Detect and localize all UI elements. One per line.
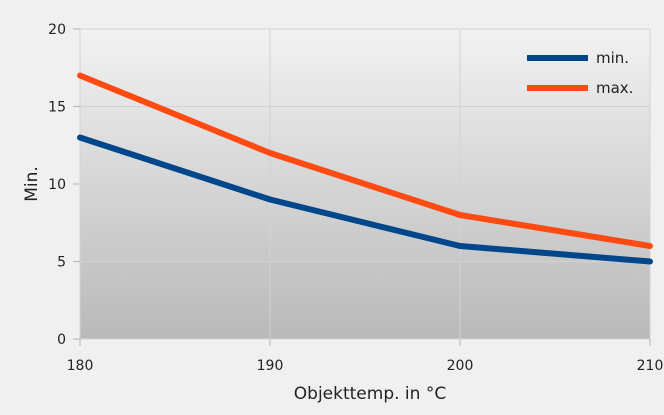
y-axis-ticks: 0 5 10 15 20	[48, 22, 80, 348]
data-point	[267, 196, 273, 203]
x-tick-label: 190	[257, 358, 284, 374]
x-tick-label: 200	[447, 358, 474, 374]
data-point	[267, 150, 273, 156]
y-tick-label: 20	[48, 22, 66, 38]
data-point	[647, 258, 653, 265]
x-tick-label: 210	[637, 358, 664, 374]
x-axis-title: Objekttemp. in °C	[294, 384, 446, 404]
data-point	[457, 243, 463, 249]
y-axis-title: Min.	[22, 166, 42, 202]
data-point	[647, 243, 653, 249]
legend-label: min.	[596, 49, 629, 67]
y-tick-label: 0	[57, 332, 66, 348]
series-line-min	[79, 134, 651, 265]
x-tick-label: 180	[67, 358, 94, 374]
legend-label: max.	[596, 79, 633, 97]
y-tick-label: 10	[48, 177, 66, 193]
data-point	[457, 212, 463, 218]
data-point	[77, 72, 83, 79]
data-point	[77, 134, 83, 141]
x-axis-ticks: 180 190 200 210	[67, 339, 664, 374]
y-tick-label: 15	[48, 100, 66, 116]
series-lines	[77, 72, 653, 265]
series-line-max	[78, 72, 651, 249]
legend: min. max.	[527, 49, 633, 97]
y-tick-label: 5	[57, 255, 66, 271]
